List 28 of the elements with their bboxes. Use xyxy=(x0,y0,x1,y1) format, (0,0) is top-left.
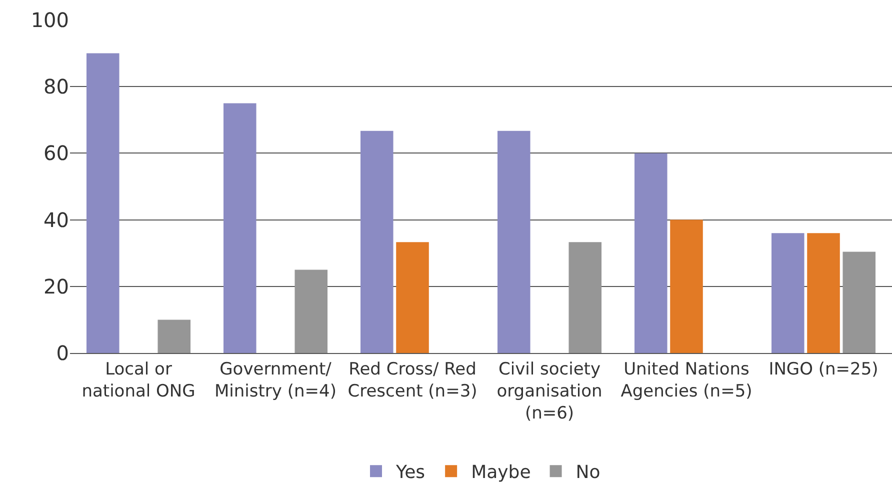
y-tick-label: 20 xyxy=(44,274,69,298)
bar xyxy=(158,320,191,353)
x-tick-label: Local or national ONG xyxy=(82,359,196,402)
bar xyxy=(294,270,328,353)
legend-label: No xyxy=(576,462,600,484)
y-tick-label: 80 xyxy=(44,74,69,99)
x-tick-label: Government/ Ministry (n=4) xyxy=(214,359,336,402)
bar xyxy=(360,130,394,353)
bar xyxy=(771,233,804,353)
x-tick-label: United Nations Agencies (n=5) xyxy=(620,359,752,402)
y-tick-label: 0 xyxy=(56,341,69,365)
x-tick-label: Red Cross/ Red Crescent (n=3) xyxy=(348,359,478,402)
x-tick-label: INGO (n=25) xyxy=(768,359,878,380)
bar xyxy=(670,220,703,353)
bar xyxy=(223,103,256,353)
bar xyxy=(842,252,876,353)
y-tick-label: 100 xyxy=(30,8,69,32)
bar xyxy=(396,242,429,353)
legend-label: Yes xyxy=(395,462,426,484)
bar xyxy=(568,242,602,353)
bar xyxy=(807,233,840,353)
y-tick-label: 60 xyxy=(44,141,69,166)
legend-label: Maybe xyxy=(471,462,531,484)
y-tick-label: 40 xyxy=(44,208,69,232)
bar xyxy=(634,153,668,353)
bar xyxy=(497,130,530,353)
bar xyxy=(86,53,120,353)
x-tick-label: Civil society organisation (n=6) xyxy=(496,359,602,424)
